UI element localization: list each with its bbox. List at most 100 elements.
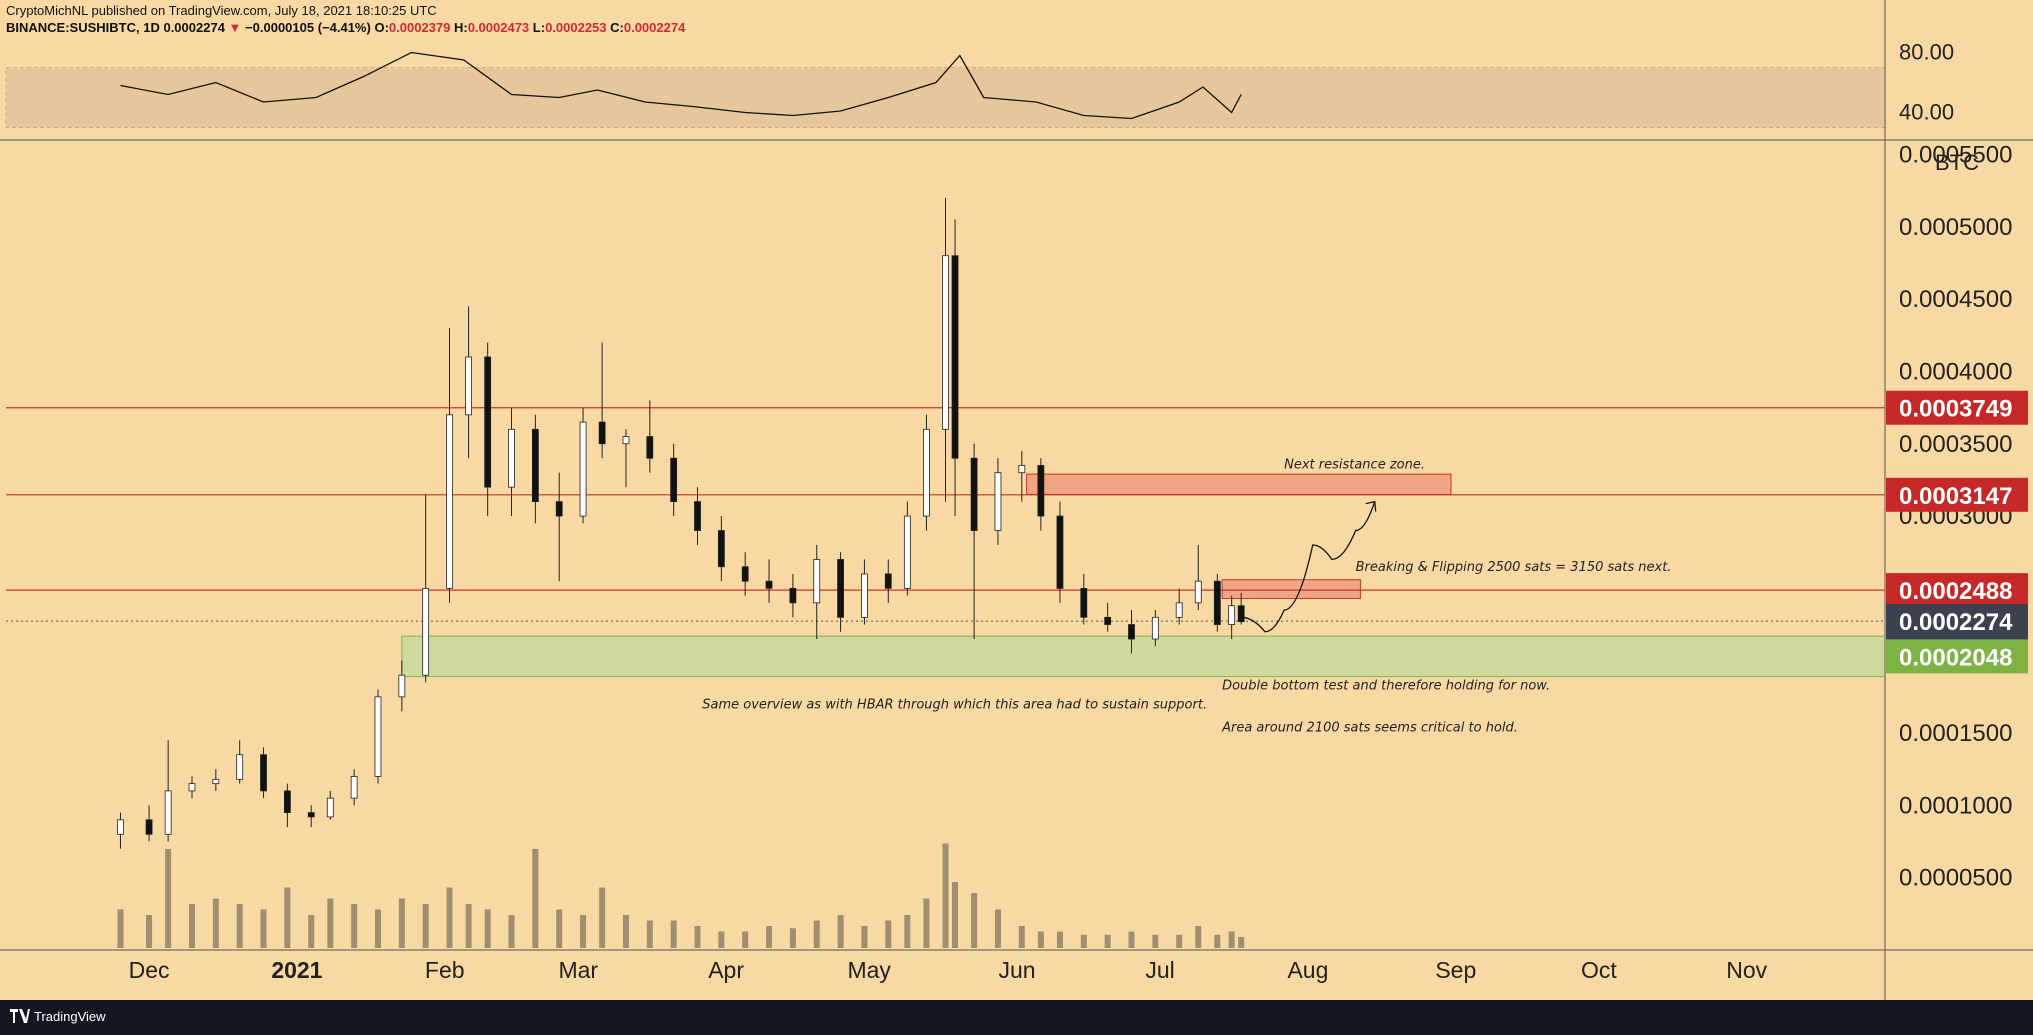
volume-bar (837, 915, 844, 948)
volume-bar (422, 904, 429, 948)
candle-body (994, 472, 1002, 531)
volume-bar (398, 898, 405, 948)
candle-body (813, 559, 821, 604)
volume-bar (1056, 931, 1063, 948)
publisher-line: CryptoMichNL published on TradingView.co… (6, 3, 437, 18)
candle-body (837, 559, 844, 618)
support-zone (401, 635, 1886, 678)
projection-path (1241, 501, 1376, 633)
candle-body (1151, 616, 1159, 640)
price-tick-label: 0.0004500 (1899, 286, 2012, 313)
candle-body (212, 778, 220, 785)
candle-body (1018, 465, 1026, 474)
resistance-price-label: 0.0003147 (1899, 483, 2012, 510)
resistance-price-label-bg (1886, 573, 2028, 608)
time-tick-label: Jul (1145, 957, 1174, 983)
volume-bar (146, 915, 153, 948)
high-label: H: (453, 20, 468, 35)
volume-bar (260, 909, 267, 948)
volume-bar (1128, 931, 1135, 948)
volume-bar (532, 849, 539, 948)
candle-body (398, 674, 406, 698)
volume-bar (1080, 934, 1087, 948)
candle-body (884, 573, 892, 589)
resistance-price-label-bg (1886, 477, 2028, 512)
candle-body (741, 566, 749, 582)
volume-bar (188, 904, 195, 948)
volume-bar (1152, 934, 1159, 948)
volume-bar (789, 928, 796, 948)
price-chart[interactable]: Next resistance zone. Breaking & Flipping… (0, 0, 2033, 1000)
candle-body (236, 754, 244, 780)
time-axis[interactable]: Dec 2021 Feb Mar Apr May Jun Jul Aug Sep Oct Nov (0, 949, 2033, 983)
volume-bar (556, 909, 563, 948)
candle-body (646, 436, 654, 459)
candle-body (1080, 587, 1088, 618)
candle-body (531, 428, 539, 503)
resistance-price-label: 0.0003749 (1899, 396, 2012, 423)
candle-body (1228, 605, 1236, 625)
price-tick-label: 0.0003500 (1899, 431, 2012, 458)
candle-body (903, 515, 911, 589)
resistance-price-label-bg (1886, 390, 2028, 425)
volume-bar (484, 909, 491, 948)
volume-bar (942, 843, 949, 948)
candle-body (923, 428, 930, 517)
candle-body (1175, 602, 1183, 618)
candle-body (789, 587, 797, 604)
volume-bar (694, 926, 701, 948)
volume-bar (952, 882, 959, 948)
volume-bar (465, 904, 472, 948)
resistance-price-label: 0.0002488 (1899, 578, 2012, 605)
support-price-label-bg (1886, 639, 2028, 674)
candle-body (765, 580, 773, 589)
rsi-tick-label: 80.00 (1899, 40, 1954, 65)
volume-bar (308, 915, 315, 948)
projection-arrow-icon (1365, 500, 1377, 512)
volume-bar (1228, 931, 1235, 948)
annotation-text: Area around 2100 sats seems critical to … (1221, 721, 1518, 736)
candle-body (164, 790, 172, 835)
volume-bar (742, 931, 749, 948)
candle-body (970, 457, 978, 531)
rsi-line (120, 51, 1242, 120)
candle-body (484, 356, 492, 488)
time-tick-label: Nov (1726, 957, 1767, 983)
volume-bar (971, 893, 978, 948)
symbol-line: BINANCE:SUSHIBTC, 1D 0.0002274 ▼ −0.0000… (6, 20, 685, 35)
annotation-text: Next resistance zone. (1284, 457, 1425, 472)
candle-body (1037, 465, 1045, 517)
volume-bar (646, 920, 653, 948)
last-price: 0.0002274 (163, 20, 225, 35)
price-tick-label: 0.0004000 (1899, 358, 2012, 385)
open-label: O: (374, 20, 389, 35)
volume-bar (580, 915, 587, 948)
candle-body (422, 587, 430, 676)
volume-bar (508, 915, 515, 948)
candle-body (508, 428, 515, 488)
volume-bar (885, 920, 892, 948)
candle-body (1104, 616, 1112, 625)
resistance-zone (1221, 579, 1361, 600)
candle-body (622, 436, 630, 445)
high-value: 0.0002473 (467, 20, 530, 35)
volume-bar (1037, 931, 1044, 948)
volume-bar (351, 904, 358, 948)
volume-bar (1176, 934, 1183, 948)
candle-body (117, 819, 124, 835)
close-value: 0.0002274 (623, 20, 686, 35)
time-tick-label: Dec (129, 957, 170, 983)
volume-bar (1018, 926, 1025, 948)
volume-bar (212, 898, 219, 948)
time-tick-label: Oct (1581, 957, 1617, 983)
volume-bar (1195, 926, 1202, 948)
price-change: −0.0000105 (−4.41%) (245, 20, 371, 35)
tradingview-logo-icon[interactable] (10, 1009, 30, 1023)
price-tick-label: 0.0001000 (1899, 792, 2012, 819)
candle-body (307, 812, 315, 818)
time-tick-label: Jun (998, 957, 1035, 983)
tradingview-brand[interactable]: TradingView (34, 1009, 106, 1024)
time-tick-label: Apr (708, 957, 744, 983)
volume-bar (670, 920, 677, 948)
